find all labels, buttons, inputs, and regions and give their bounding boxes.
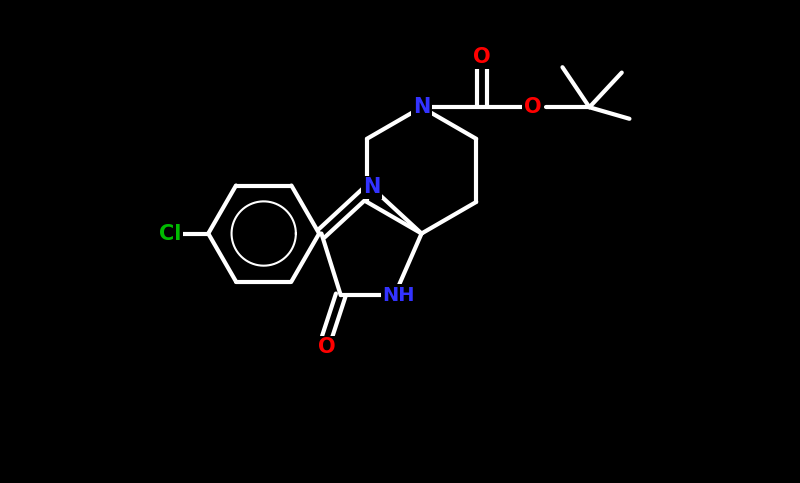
Text: N: N: [363, 177, 380, 198]
Text: NH: NH: [382, 285, 414, 305]
Text: O: O: [524, 97, 542, 117]
Text: N: N: [413, 97, 430, 117]
Text: O: O: [473, 47, 490, 67]
Text: Cl: Cl: [158, 224, 181, 243]
Text: O: O: [318, 338, 336, 357]
